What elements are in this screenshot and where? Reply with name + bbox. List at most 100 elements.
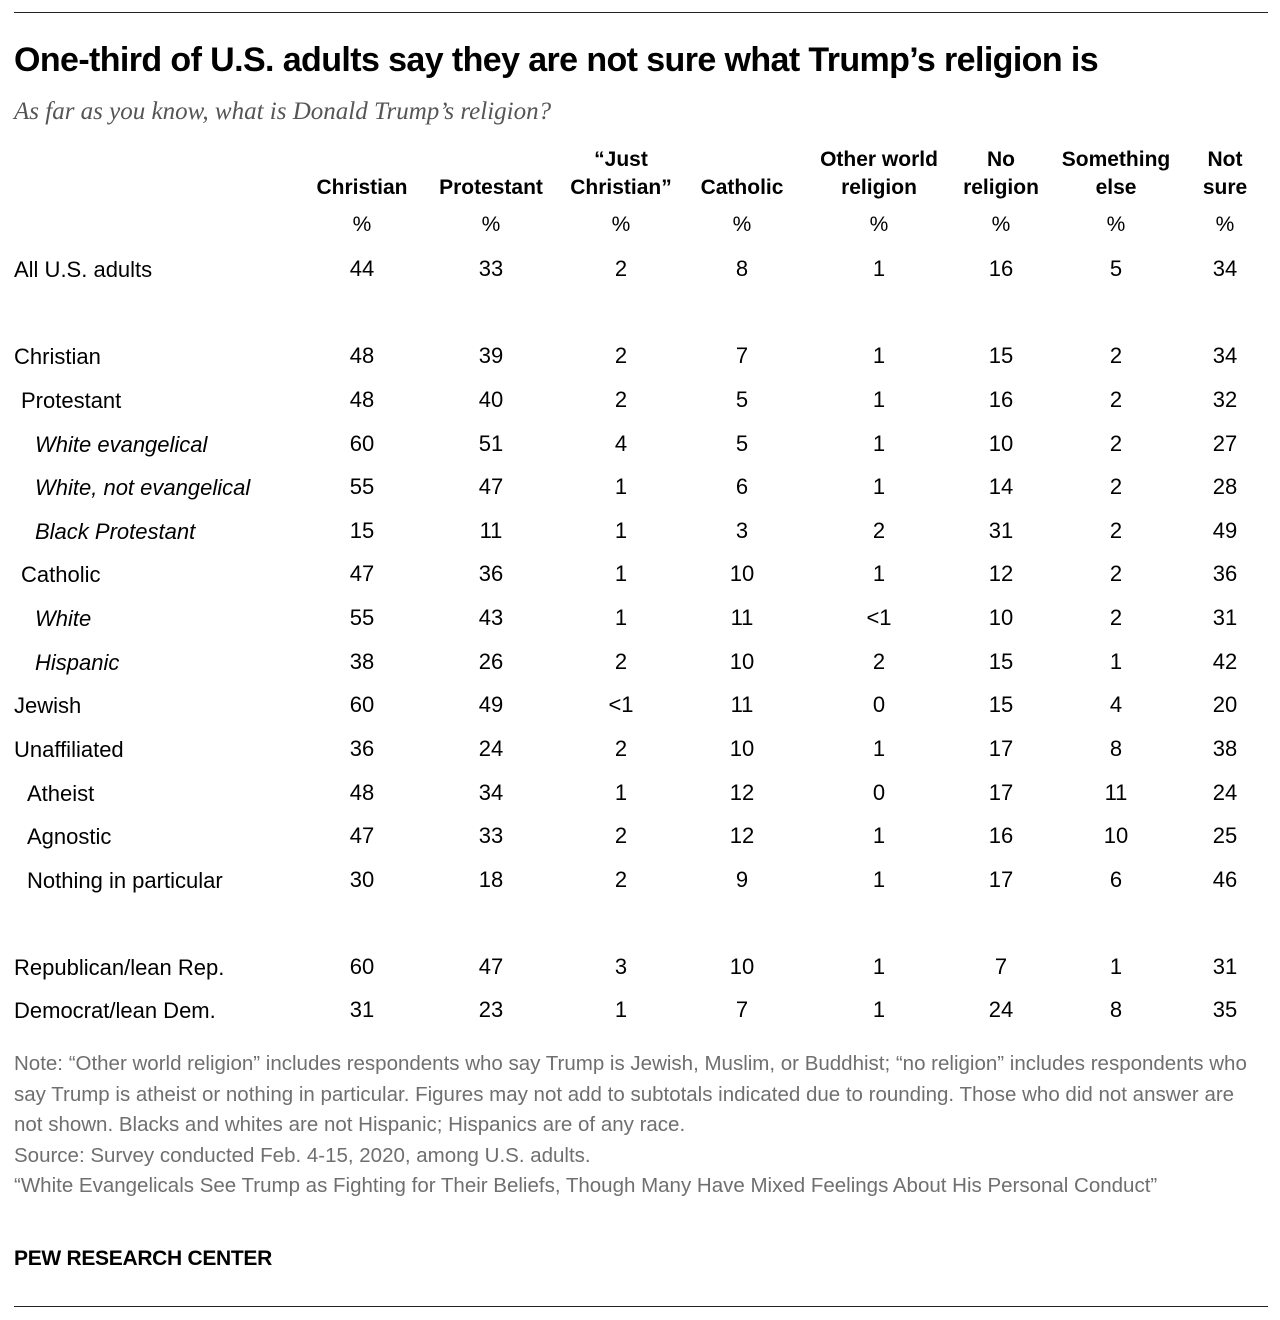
table-cell: 10 [988,431,1014,456]
table-cell: 1 [872,997,886,1022]
column-header-line: Not [1207,148,1243,171]
column-header: Something else [1036,146,1196,202]
table-cell: 2 [872,518,886,543]
row-label: Black Protestant [35,519,196,544]
table-cell: 44 [349,256,375,281]
table-cell: 16 [988,823,1014,848]
table-cell: 36 [1212,561,1238,586]
table-cell: 49 [478,692,504,717]
unit-label: % [1215,213,1235,236]
notes: Note: “Other world religion” includes re… [14,1049,1266,1202]
table-cell: 1 [1109,954,1123,979]
row-label: White [35,606,92,631]
table-cell: 1 [614,518,628,543]
top-rule [14,12,1268,13]
table-cell: 1 [872,387,886,412]
table-cell: 11 [479,518,503,543]
unit-label: % [352,213,372,236]
table-cell: 46 [1212,867,1238,892]
table-cell: 47 [349,561,375,586]
table-cell: 30 [349,867,375,892]
table-cell: 5 [735,431,749,456]
column-header-line: Christian” [570,176,672,199]
table-cell: 2 [1109,431,1123,456]
table-cell: 17 [988,867,1014,892]
column-header-line: sure [1202,176,1248,199]
table-cell: 1 [614,605,628,630]
table-cell: 1 [872,343,886,368]
table-cell: 8 [1109,736,1123,761]
table-cell: 32 [1212,387,1238,412]
table-cell: 43 [478,605,504,630]
row-label: Protestant [21,388,122,413]
table-cell: 36 [349,736,375,761]
table-cell: 10 [729,649,755,674]
table-cell: 33 [478,823,504,848]
row-label: Nothing in particular [27,868,223,893]
table-cell: 60 [349,692,375,717]
column-header-line: Other world [820,148,938,171]
column-header-line: else [1095,176,1137,199]
column-header: Not sure [1145,146,1280,202]
table-cell: 15 [988,649,1014,674]
table-cell: 4 [1109,692,1123,717]
table-cell: 1 [614,997,628,1022]
row-label: Hispanic [35,650,120,675]
column-header-line: “Just [594,148,648,171]
column-header-line: Protestant [439,176,543,199]
column-header: Other world religion [799,146,959,202]
table-cell: 7 [735,997,749,1022]
table-cell: 34 [1212,256,1238,281]
table-cell: 17 [988,736,1014,761]
row-label: Jewish [14,693,82,718]
note-text: Note: “Other world religion” includes re… [14,1052,1247,1136]
table-cell: 25 [1212,823,1238,848]
table-cell: 55 [349,605,375,630]
table-cell: 16 [988,256,1014,281]
column-header-line: No [987,148,1015,171]
table-cell: 4 [614,431,628,456]
source-text: Source: Survey conducted Feb. 4-15, 2020… [14,1143,591,1167]
table-cell: 1 [872,431,886,456]
table-cell: 8 [735,256,749,281]
unit-label: % [869,213,889,236]
table-cell: 33 [478,256,504,281]
table-cell: 39 [478,343,504,368]
table-cell: 2 [614,649,628,674]
table-cell: 12 [729,780,755,805]
table-cell: 42 [1212,649,1238,674]
bottom-rule [14,1306,1268,1307]
table-cell: <1 [608,692,634,717]
table-cell: 31 [349,997,375,1022]
table-cell: 49 [1212,518,1238,543]
table-cell: 1 [872,474,886,499]
table-cell: 3 [614,954,628,979]
table-cell: 7 [735,343,749,368]
table-cell: 2 [614,867,628,892]
table-cell: 2 [1109,518,1123,543]
table-cell: 5 [1109,256,1123,281]
table-cell: 48 [349,343,375,368]
column-header: Christian [282,146,442,202]
column-header: “Just Christian” [541,146,701,202]
table-cell: <1 [866,605,892,630]
table-cell: 1 [872,954,886,979]
table-cell: 12 [729,823,755,848]
column-header: Catholic [662,146,822,202]
table-cell: 51 [478,431,504,456]
table-cell: 1 [614,780,628,805]
table-cell: 14 [988,474,1014,499]
table-cell: 10 [729,561,755,586]
table-cell: 2 [614,256,628,281]
table-cell: 47 [349,823,375,848]
table-cell: 40 [478,387,504,412]
table-cell: 1 [872,561,886,586]
table-cell: 15 [988,692,1014,717]
column-header-line: Something [1061,148,1171,171]
table-cell: 1 [872,736,886,761]
table-cell: 36 [478,561,504,586]
table-cell: 10 [988,605,1014,630]
table-cell: 2 [1109,474,1123,499]
row-label: Atheist [27,781,95,806]
table-cell: 20 [1212,692,1238,717]
